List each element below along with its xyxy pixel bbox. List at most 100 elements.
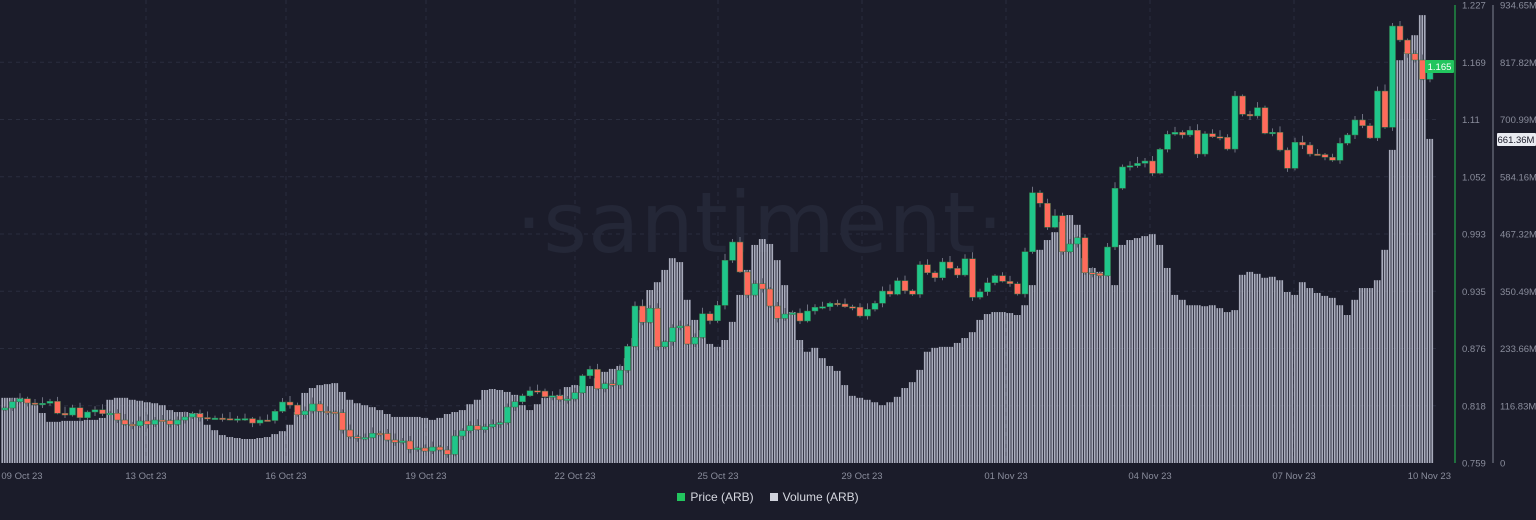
volume-bar [441,417,444,463]
volume-bar [1111,285,1114,463]
candle-body [1081,237,1089,274]
volume-bar [446,413,449,463]
volume-bar [478,399,481,463]
volume-bar [208,424,211,463]
volume-bar [43,413,46,463]
volume-bar [543,397,546,463]
volume-bar [296,412,299,463]
volume-bar [1291,294,1294,463]
volume-bar [1341,305,1344,463]
volume-bar [293,412,296,463]
candle-body [864,309,871,317]
candle-body [271,411,279,421]
volume-bar [848,395,851,463]
volume-bar [203,424,206,463]
volume-bar [668,258,671,463]
volume-bar [81,420,84,463]
candle-body [196,413,204,418]
volume-bar [1191,305,1194,463]
volume-bar [891,402,894,463]
volume-bar [291,424,294,463]
volume-bar [981,319,984,463]
volume-bar [106,399,109,463]
volume-bar [286,424,289,463]
candle-body [1366,125,1374,139]
volume-bar [1081,258,1084,463]
legend-item-price[interactable]: Price (ARB) [677,490,754,504]
candle-body [549,395,556,398]
candle [1359,113,1366,129]
candle [796,308,804,325]
candle [144,414,151,429]
candle-body [984,282,991,292]
candle [1201,131,1209,157]
volume-bar [1171,294,1174,463]
volume-bar [1298,282,1301,463]
volume-bar [1188,305,1191,463]
volume-bar [1246,271,1249,463]
volume-bar [138,400,141,463]
candle-body [924,264,931,274]
volume-bar [643,310,646,463]
volume-bar [911,382,914,463]
candle [699,307,706,339]
volume-bar [1036,249,1039,463]
candle [204,411,211,421]
volume-bar [1258,273,1261,463]
candle [526,386,534,397]
volume-bar [1031,285,1034,463]
volume-bar [398,416,401,463]
candle-body [691,337,699,345]
volume-bar [756,244,759,463]
volume-bar [1306,288,1309,463]
candle [1194,124,1201,159]
candle-body [46,401,54,404]
candle-body [414,447,421,450]
volume-bar [166,410,169,463]
volume-bar [948,346,951,463]
candle [301,406,309,419]
volume-bar [108,399,111,463]
volume-bar [1268,276,1271,463]
candle-body [586,369,594,376]
volume-bar [971,332,974,463]
volume-bar [83,419,86,463]
candle-body [451,435,459,455]
volume-bar [691,319,694,463]
volume-bar [176,412,179,463]
volume-bar [553,395,556,463]
candle-body [1044,203,1051,228]
volume-bar [113,397,116,463]
volume-tick-label: 934.65M [1500,1,1536,12]
candle [361,433,369,441]
candle-body [241,418,249,421]
volume-bar [618,365,621,463]
candle-body [834,303,841,306]
candle [789,310,796,316]
volume-bar [1068,215,1071,463]
candle [384,429,391,442]
volume-bar [476,399,479,463]
volume-bar [421,417,424,463]
volume-bar [16,397,19,463]
candle [309,397,316,414]
price-tick-label: 0.759 [1462,459,1486,470]
candle-body [789,312,796,315]
candle [721,253,729,310]
volume-bar [943,346,946,463]
volume-bar [993,312,996,463]
volume-bar [323,384,326,463]
volume-bar [946,346,949,463]
volume-bar [78,420,81,463]
volume-bar [1198,305,1201,463]
volume-bar [1338,305,1341,463]
legend-item-volume[interactable]: Volume (ARB) [769,490,859,504]
volume-bar [1121,244,1124,463]
volume-bar [1106,274,1109,463]
candle-body [1156,149,1164,174]
volume-bar [736,294,739,463]
candle-body [54,401,61,414]
volume-bar [1371,288,1374,463]
volume-bar [581,386,584,463]
volume-bar [161,405,164,463]
